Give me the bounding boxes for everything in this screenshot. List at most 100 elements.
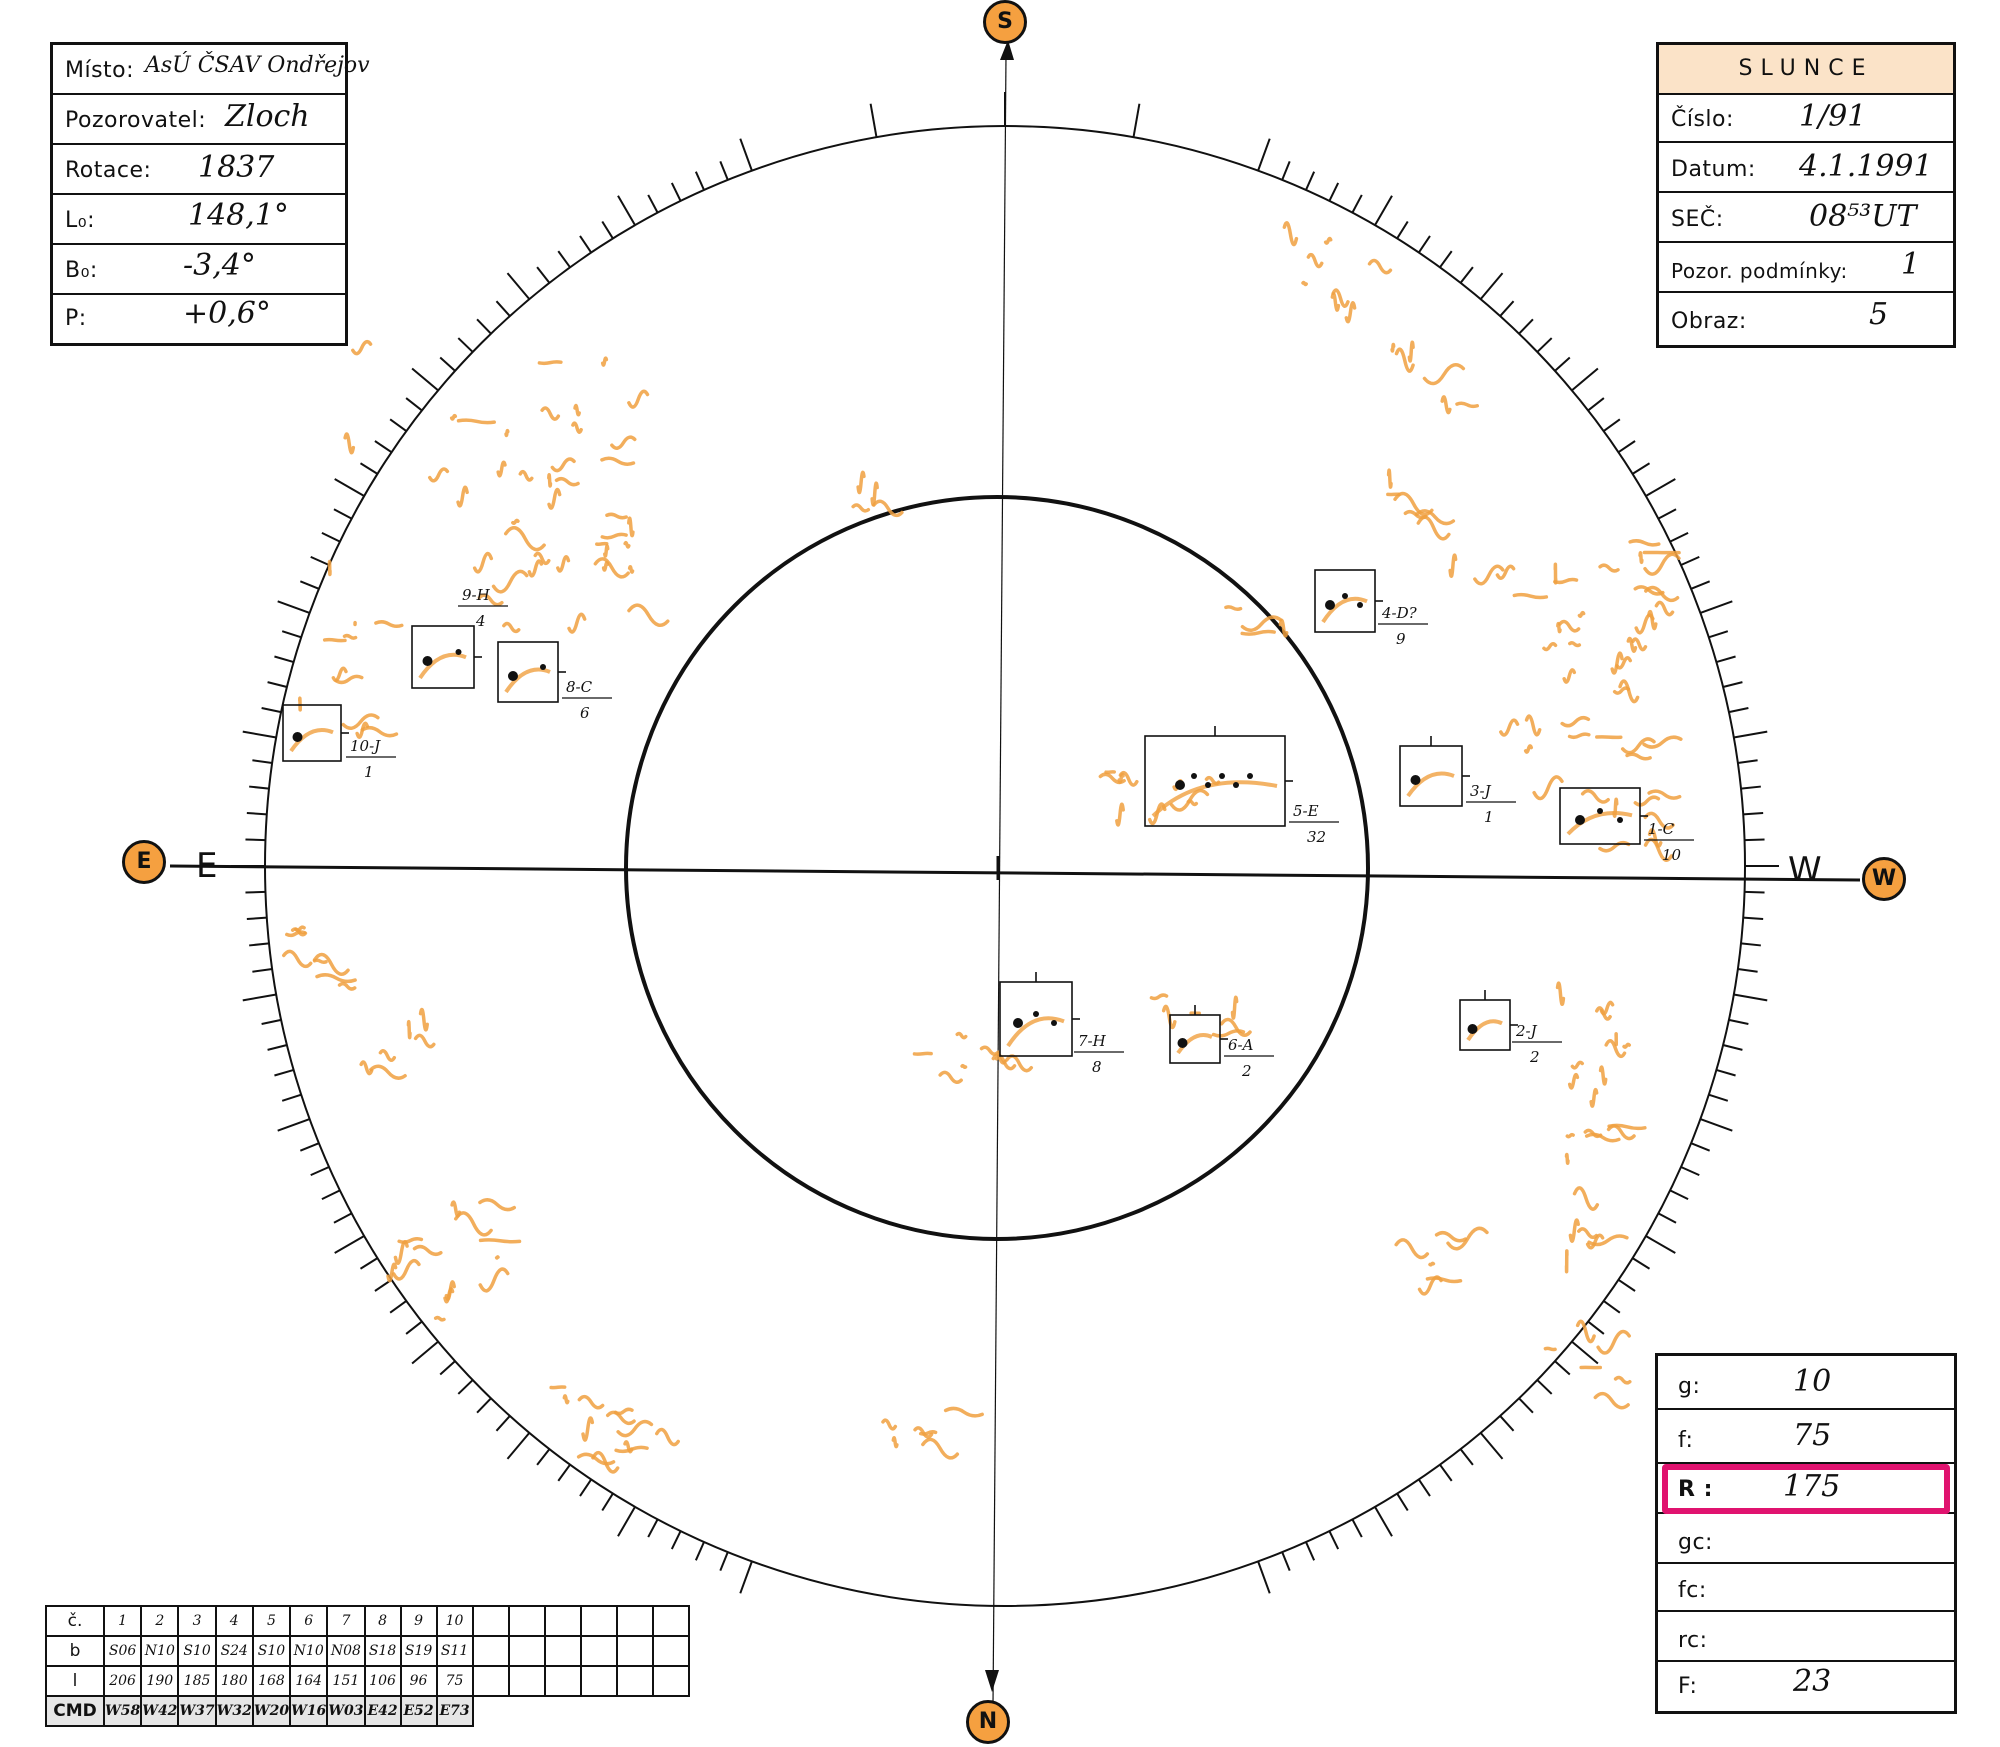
facula-stroke <box>605 512 628 520</box>
b0-row: B₀: -3,4° <box>53 245 345 295</box>
scale-tick <box>310 1166 330 1177</box>
facula-stroke <box>341 713 380 730</box>
cmd-row: CMD W58 W42 W37 W32 W20 W16 W03 E42 E52 E73 <box>45 1695 689 1727</box>
table-cell <box>507 1605 546 1637</box>
facula-stroke <box>393 1239 409 1265</box>
image-quality-value: 5 <box>1869 297 1889 332</box>
l0-row: L₀: 148,1° <box>53 195 345 245</box>
facula-stroke <box>627 565 635 574</box>
facula-stroke <box>1612 686 1631 695</box>
scale-tick <box>694 171 705 191</box>
facula-stroke <box>881 1418 898 1431</box>
facula-stroke <box>1367 258 1393 275</box>
group-label: 8-C <box>566 678 593 696</box>
facula-stroke <box>289 728 334 753</box>
scale-tick <box>334 478 365 497</box>
scale-tick <box>1728 707 1749 714</box>
group-label: 1-C <box>1648 820 1675 838</box>
facula-stroke <box>616 1419 654 1438</box>
image-quality-row: Obraz: 5 <box>1671 297 1889 334</box>
scale-tick <box>1396 220 1409 239</box>
scale-tick <box>536 266 551 284</box>
facula-stroke <box>1647 609 1658 631</box>
table-cell <box>651 1635 690 1667</box>
slunce-title: SLUNCE <box>1659 45 1953 95</box>
scale-tick <box>536 1448 551 1466</box>
facula-stroke <box>1567 1072 1580 1090</box>
scale-tick <box>694 1541 705 1561</box>
facula-stroke <box>374 620 404 629</box>
scale-tick <box>739 138 753 171</box>
scale-tick <box>1499 300 1515 317</box>
facula-stroke <box>1587 1234 1629 1247</box>
facula-stroke <box>456 485 469 508</box>
facula-stroke <box>1224 605 1243 612</box>
date-value: 4.1.1991 <box>1799 149 1933 184</box>
scale-tick <box>476 1397 492 1414</box>
table-cell: S18 <box>363 1635 402 1667</box>
facula-stroke <box>1406 771 1455 798</box>
scale-tick <box>670 182 682 202</box>
scale-tick <box>1657 1212 1677 1224</box>
scale-tick <box>252 967 273 973</box>
sunspot-mark <box>1033 1011 1039 1017</box>
sunspot-mark <box>1357 602 1363 608</box>
facula-stroke <box>1512 592 1549 600</box>
scale-tick <box>405 397 423 412</box>
scale-tick <box>281 1093 302 1102</box>
stat-facula-row: F: 23 <box>1678 1664 1832 1699</box>
scale-tick <box>411 1340 439 1365</box>
facula-stroke <box>1620 737 1656 755</box>
scale-tick <box>1328 182 1340 202</box>
facula-stroke <box>327 559 332 577</box>
scale-tick <box>267 1044 288 1051</box>
facula-stroke <box>537 360 563 366</box>
facula-stroke <box>1585 1233 1605 1250</box>
sunspot-mark <box>1219 773 1225 779</box>
facula-stroke <box>504 526 546 552</box>
facula-stroke <box>511 518 520 525</box>
facula-stroke <box>1434 1230 1468 1243</box>
stat-g-row: g: 10 <box>1658 1356 1954 1410</box>
scale-tick <box>719 1551 729 1572</box>
scale-tick <box>1305 171 1316 191</box>
facula-stroke <box>386 1262 398 1283</box>
facula-stroke <box>1626 636 1638 653</box>
facula-stroke <box>454 1211 493 1237</box>
table-cell: W03 <box>326 1695 366 1727</box>
scale-tick <box>1669 531 1689 543</box>
facula-stroke <box>1631 637 1648 652</box>
table-cell <box>615 1665 654 1697</box>
table-cell: W16 <box>289 1695 329 1727</box>
facula-stroke <box>562 1394 570 1405</box>
facula-stroke <box>1560 715 1591 728</box>
table-cell: N10 <box>289 1635 329 1667</box>
table-cell: 164 <box>289 1665 329 1697</box>
scale-tick <box>1708 630 1729 639</box>
facula-stroke <box>478 1238 522 1244</box>
facula-stroke <box>960 1063 968 1070</box>
scale-tick <box>1716 655 1736 663</box>
sunspot-mark <box>1410 775 1421 785</box>
facula-stroke <box>1117 772 1125 784</box>
east-letter: E <box>196 846 218 886</box>
scale-tick <box>1645 1235 1676 1254</box>
observation-info-box: Místo: AsÚ ČSAV Ondřejov Pozorovatel: Zl… <box>50 42 370 346</box>
facula-stroke <box>1567 732 1591 740</box>
scale-tick <box>579 1478 593 1497</box>
facula-stroke <box>478 1198 517 1212</box>
table-cell: 206 <box>102 1665 143 1697</box>
facula-stroke <box>1394 347 1415 373</box>
scale-tick <box>601 220 614 239</box>
b0-value: -3,4° <box>183 248 256 283</box>
table-cell: S11 <box>435 1635 474 1667</box>
scale-tick <box>277 600 310 614</box>
sunspot-mark <box>1051 1020 1057 1026</box>
facula-stroke <box>1622 1042 1631 1049</box>
group-label: 10-J <box>350 737 381 755</box>
scale-tick <box>1536 1379 1553 1395</box>
table-cell: S06 <box>102 1635 143 1667</box>
scale-tick <box>739 1561 753 1594</box>
scale-tick <box>321 531 341 543</box>
facula-stroke <box>359 1060 374 1076</box>
